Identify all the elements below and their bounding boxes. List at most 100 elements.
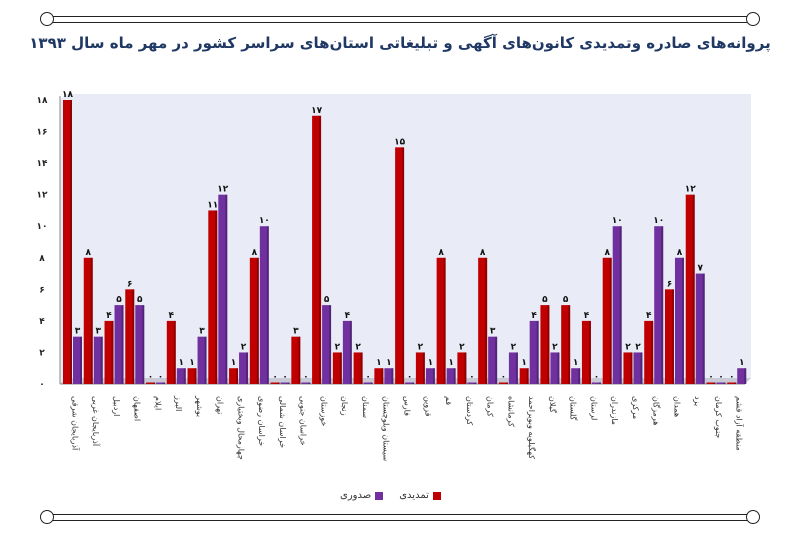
bar-tamdidi <box>208 210 218 384</box>
data-label: ۲ <box>241 342 247 352</box>
bar-shade <box>734 382 737 384</box>
bar-shade <box>630 352 633 384</box>
data-label: ۵ <box>563 295 569 305</box>
plot-background <box>60 94 751 384</box>
x-tick-label: کرمانشاه <box>506 396 515 427</box>
legend-item-tamdidi: تمدیدی <box>399 490 441 501</box>
bar-sodoori <box>114 305 124 384</box>
data-label: ۱ <box>573 358 579 368</box>
bar-shade <box>360 352 363 384</box>
bar-shade <box>588 320 591 384</box>
bar-shade <box>495 336 498 384</box>
data-label: ۰ <box>469 373 475 383</box>
bar-shade <box>702 273 705 384</box>
x-tick-label: قزوین <box>423 396 432 417</box>
bar-sodoori <box>550 352 560 384</box>
bar-tamdidi <box>187 368 197 384</box>
y-tick-label: ۱۴ <box>37 159 48 169</box>
bar-shade <box>422 352 425 384</box>
data-label: ۱۲ <box>217 185 228 195</box>
x-tick-label: قم <box>444 396 453 405</box>
bar-sodoori <box>716 382 726 384</box>
x-tick-label: هرمزگان <box>652 396 662 425</box>
data-label: ۴ <box>169 311 175 321</box>
data-label: ۰ <box>148 373 154 383</box>
data-label: ۸ <box>86 248 92 258</box>
bar-sodoori <box>156 382 166 384</box>
data-label: ۱۵ <box>394 137 405 147</box>
data-label: ۰ <box>303 373 309 383</box>
data-label: ۸ <box>604 248 610 258</box>
bar-tamdidi <box>353 352 363 384</box>
data-label: ۱ <box>428 358 434 368</box>
bar-shade <box>526 368 529 384</box>
legend-label-sodoori: صدوری <box>340 490 372 501</box>
bar-sodoori <box>446 368 456 384</box>
bar-shade <box>132 289 135 384</box>
data-label: ۸ <box>480 248 486 258</box>
bar-shade <box>319 115 322 385</box>
data-label: ۱ <box>189 358 195 368</box>
chart-title: پروانه‌های صادره وتمدیدی کانون‌های آگهی … <box>29 34 771 52</box>
bar-tamdidi <box>146 382 156 384</box>
bar-shade <box>204 336 207 384</box>
data-label: ۱۲ <box>685 185 696 195</box>
bar-shade <box>453 368 456 384</box>
bar-shade <box>713 382 716 384</box>
data-label: ۶ <box>127 279 133 289</box>
bar-shade <box>515 352 518 384</box>
bar-tamdidi <box>83 257 93 384</box>
bar-tamdidi <box>415 352 425 384</box>
bar-tamdidi <box>374 368 384 384</box>
x-tick-label: آذربایجان شرقی <box>70 396 80 451</box>
bar-shade <box>194 368 197 384</box>
data-label: ۲ <box>552 342 558 352</box>
y-tick-label: ۱۲ <box>37 191 48 201</box>
data-label: ۱۰ <box>653 216 664 226</box>
bar-sodoori <box>425 368 435 384</box>
bar-tamdidi <box>706 382 716 384</box>
x-tick-label: خراسان جنوبی <box>299 396 308 446</box>
data-label: ۵ <box>116 295 122 305</box>
bar-shade <box>287 382 290 384</box>
bar-shade <box>100 336 103 384</box>
data-label: ۲ <box>635 342 641 352</box>
bar-sodoori <box>342 320 352 384</box>
y-tick-label: ۴ <box>39 317 45 327</box>
bar-tamdidi <box>519 368 529 384</box>
bar-shade <box>651 320 654 384</box>
x-tick-label: جنوب کرمان <box>714 396 723 438</box>
bar-shade <box>536 320 539 384</box>
legend-label-tamdidi: تمدیدی <box>399 490 429 501</box>
data-label: ۱ <box>448 358 454 368</box>
bar-sodoori <box>488 336 498 384</box>
data-label: ۶ <box>667 279 673 289</box>
x-tick-label: بوشهر <box>195 395 204 417</box>
bar-shade <box>153 382 156 384</box>
bar-sodoori <box>322 305 332 384</box>
y-tick-label: ۲ <box>39 348 45 358</box>
bar-shade <box>744 368 747 384</box>
bar-sodoori <box>467 382 477 384</box>
data-label: ۰ <box>272 373 278 383</box>
y-tick-label: ۱۰ <box>37 222 48 232</box>
data-label: ۱۱ <box>207 200 218 210</box>
data-label: ۴ <box>646 311 652 321</box>
data-label: ۱ <box>231 358 237 368</box>
bar-shade <box>111 320 114 384</box>
bar-shade <box>598 382 601 384</box>
bar-sodoori <box>633 352 643 384</box>
data-label: ۰ <box>282 373 288 383</box>
bar-sodoori <box>176 368 186 384</box>
bar-shade <box>381 368 384 384</box>
data-label: ۲ <box>335 342 341 352</box>
bar-shade <box>298 336 301 384</box>
data-label: ۵ <box>324 295 330 305</box>
bar-sodoori <box>695 273 705 384</box>
bar-shade <box>640 352 643 384</box>
bar-shade <box>568 305 571 384</box>
bar-shade <box>266 226 269 384</box>
bar-sodoori <box>674 257 684 384</box>
legend-swatch-sodoori <box>375 491 384 500</box>
